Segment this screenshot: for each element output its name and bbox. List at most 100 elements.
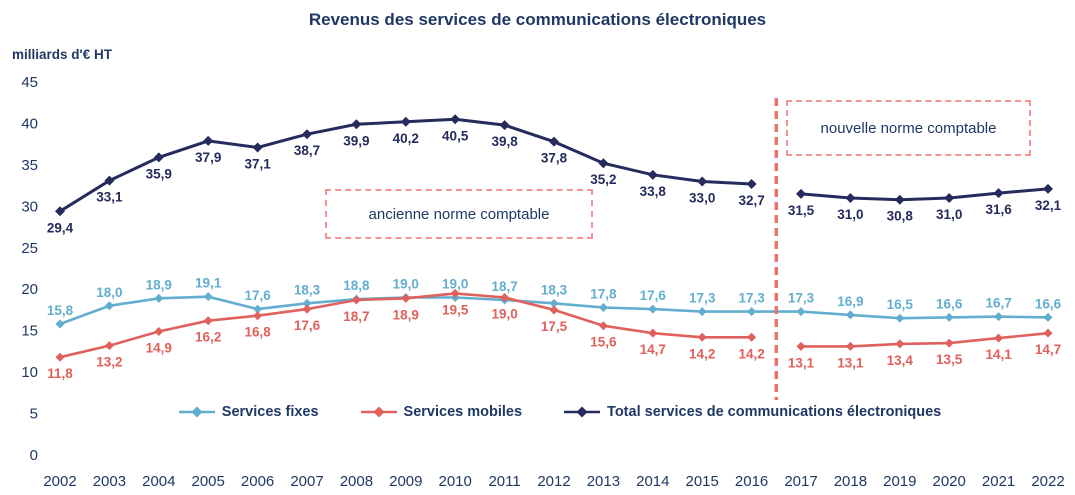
data-label-total: 37,9 (195, 150, 221, 165)
data-label-mobiles: 11,8 (47, 366, 73, 381)
data-label-total: 32,7 (738, 193, 764, 208)
data-label-fixes: 17,8 (590, 286, 617, 301)
data-label-total: 30,8 (887, 209, 914, 224)
data-point-mobiles (598, 321, 608, 331)
chart-legend: Services fixes Services mobiles Total se… (50, 404, 1070, 420)
x-tick-label: 2006 (241, 473, 274, 490)
data-point-fixes (747, 307, 757, 317)
data-point-mobiles (648, 328, 658, 338)
x-tick-label: 2014 (636, 473, 669, 490)
data-point-mobiles (500, 293, 510, 303)
data-point-total (944, 193, 955, 204)
data-label-mobiles: 15,6 (590, 335, 617, 350)
data-label-fixes: 15,8 (47, 303, 74, 318)
data-point-total (746, 178, 757, 189)
data-label-total: 40,5 (442, 128, 469, 143)
series-line-mobiles (801, 331, 1049, 348)
legend-marker-mobiles-icon (360, 406, 397, 418)
data-point-total (104, 175, 115, 186)
data-label-total: 40,2 (393, 131, 419, 146)
data-point-fixes (845, 310, 855, 320)
legend-label-total: Total services de communications électro… (607, 404, 942, 420)
annotation-new-label: nouvelle norme comptable (820, 119, 997, 137)
data-label-total: 37,1 (244, 156, 271, 171)
y-axis-unit-label: milliards d'€ HT (12, 47, 112, 62)
data-label-total: 31,0 (837, 207, 863, 222)
data-point-mobiles (549, 305, 559, 315)
data-label-mobiles: 16,2 (195, 330, 221, 345)
data-label-mobiles: 13,5 (936, 352, 963, 367)
data-point-fixes (796, 307, 806, 317)
y-tick-label: 10 (21, 364, 38, 381)
data-label-total: 33,8 (640, 184, 667, 199)
data-label-mobiles: 13,1 (788, 355, 815, 370)
data-point-total (1043, 183, 1053, 194)
data-point-total (400, 116, 411, 127)
y-tick-label: 5 (30, 406, 38, 423)
y-tick-label: 40 (21, 115, 38, 132)
data-point-mobiles (994, 333, 1004, 343)
data-label-mobiles: 13,2 (96, 355, 122, 370)
data-label-mobiles: 16,8 (244, 325, 271, 340)
annotation-old-label: ancienne norme comptable (368, 205, 550, 223)
data-point-mobiles (55, 352, 65, 362)
data-point-mobiles (697, 332, 707, 342)
data-point-fixes (302, 298, 312, 308)
legend-item-total: Total services de communications électro… (564, 404, 941, 420)
data-point-total (252, 142, 263, 153)
data-label-fixes: 19,1 (195, 276, 222, 291)
legend-label-mobiles: Services mobiles (403, 404, 523, 420)
x-tick-label: 2013 (587, 473, 620, 490)
x-tick-label: 2003 (93, 473, 126, 490)
data-label-mobiles: 14,9 (146, 340, 172, 355)
data-label-mobiles: 18,9 (393, 307, 419, 322)
data-point-fixes (549, 298, 559, 308)
data-label-fixes: 16,7 (985, 296, 1011, 311)
data-point-fixes (648, 304, 658, 314)
x-tick-label: 2007 (290, 473, 323, 490)
x-tick-label: 2008 (340, 473, 373, 490)
data-label-fixes: 18,7 (491, 279, 517, 294)
legend-marker-fixes-icon (178, 406, 215, 418)
annotation-old-accounting-standard: ancienne norme comptable (325, 189, 593, 239)
data-point-total (351, 119, 362, 130)
data-point-mobiles (302, 304, 312, 314)
data-label-fixes: 17,6 (244, 288, 271, 303)
data-label-mobiles: 14,2 (738, 346, 764, 361)
data-label-mobiles: 14,7 (640, 342, 666, 357)
x-tick-label: 2020 (933, 473, 966, 490)
x-tick-label: 2022 (1031, 473, 1064, 490)
data-point-total (993, 188, 1004, 199)
data-point-fixes (994, 312, 1004, 322)
data-label-mobiles: 17,5 (541, 319, 568, 334)
data-label-fixes: 16,6 (1035, 296, 1062, 311)
legend-label-fixes: Services fixes (221, 404, 319, 420)
data-label-fixes: 16,6 (936, 296, 963, 311)
data-point-fixes (1043, 312, 1053, 322)
legend-item-fixes: Services fixes (178, 404, 319, 420)
x-tick-label: 2011 (488, 473, 520, 490)
data-point-total (499, 120, 510, 131)
data-label-mobiles: 17,6 (294, 318, 321, 333)
x-tick-label: 2017 (784, 473, 817, 490)
annotation-new-accounting-standard: nouvelle norme comptable (786, 100, 1031, 156)
y-tick-label: 20 (21, 281, 38, 298)
data-point-mobiles (796, 341, 806, 351)
data-label-total: 33,1 (96, 190, 123, 205)
data-label-fixes: 16,9 (837, 294, 863, 309)
data-label-fixes: 17,3 (738, 291, 765, 306)
data-label-fixes: 18,3 (541, 282, 568, 297)
data-label-fixes: 17,6 (640, 288, 667, 303)
data-point-fixes (944, 312, 954, 322)
data-point-total (549, 136, 559, 147)
data-point-total (796, 188, 806, 199)
data-label-fixes: 18,3 (294, 282, 321, 297)
x-tick-label: 2019 (883, 473, 916, 490)
data-point-total (647, 169, 658, 180)
x-tick-label: 2004 (142, 473, 175, 490)
data-label-total: 31,5 (788, 203, 815, 218)
y-tick-label: 45 (21, 74, 38, 91)
data-point-mobiles (154, 326, 164, 336)
x-tick-label: 2002 (43, 473, 76, 490)
data-point-mobiles (203, 316, 213, 326)
